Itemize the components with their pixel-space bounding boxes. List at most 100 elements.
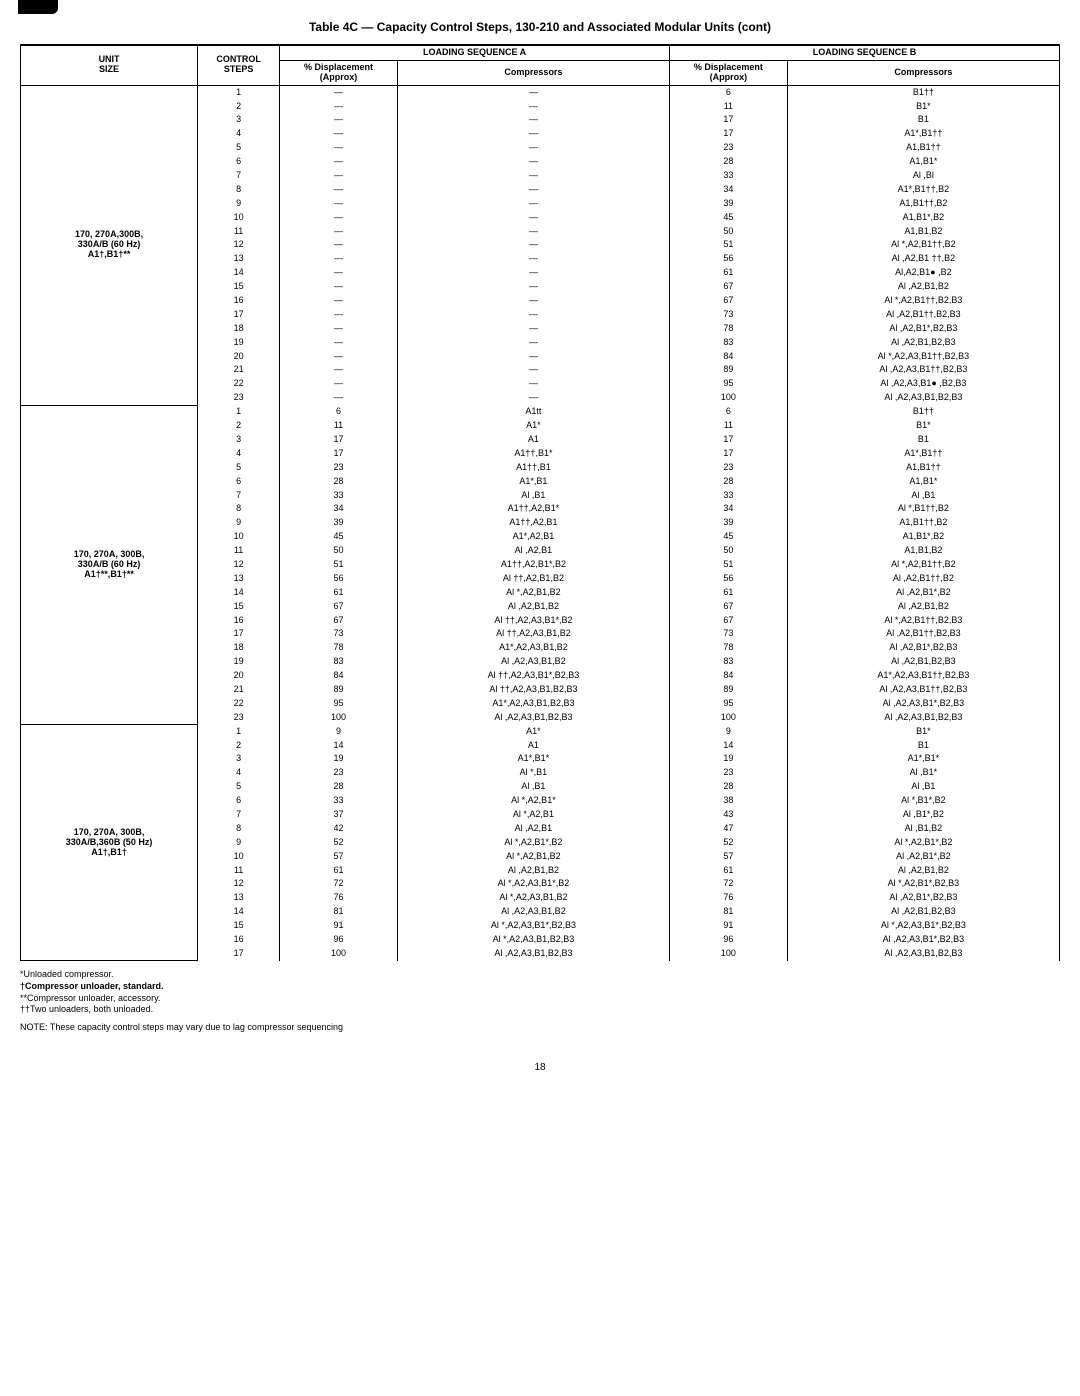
comp-b-cell: Al ,A2,B1,B2,B3 (787, 655, 1059, 669)
comp-a-cell: — (397, 377, 669, 391)
comp-a-cell: Al ,A2,A3,B1,B2 (397, 905, 669, 919)
step-cell: 16 (198, 933, 280, 947)
step-cell: 14 (198, 905, 280, 919)
step-cell: 11 (198, 544, 280, 558)
disp-b-cell: 19 (670, 752, 788, 766)
comp-a-cell: Al ††,A2,A3,B1*,B2,B3 (397, 669, 669, 683)
comp-a-cell: Al ††,A2,A3,B1*,B2 (397, 614, 669, 628)
step-cell: 6 (198, 475, 280, 489)
comp-b-cell: Al ,B1* (787, 766, 1059, 780)
comp-a-cell: — (397, 308, 669, 322)
capacity-table: UNIT SIZE CONTROL STEPS LOADING SEQUENCE… (20, 44, 1060, 961)
comp-a-cell: Al *,A2,A3,B1*,B2,B3 (397, 919, 669, 933)
disp-b-cell: 61 (670, 586, 788, 600)
step-cell: 3 (198, 433, 280, 447)
step-cell: 12 (198, 877, 280, 891)
disp-a-cell: — (280, 322, 398, 336)
disp-b-cell: 89 (670, 683, 788, 697)
comp-a-cell: — (397, 350, 669, 364)
disp-b-cell: 78 (670, 641, 788, 655)
disp-a-cell: — (280, 350, 398, 364)
disp-a-cell: 51 (280, 558, 398, 572)
step-cell: 23 (198, 391, 280, 405)
disp-a-cell: 100 (280, 947, 398, 961)
disp-b-cell: 34 (670, 502, 788, 516)
disp-a-cell: — (280, 85, 398, 99)
comp-a-cell: Al ,A2,B1 (397, 544, 669, 558)
comp-a-cell: Al ,A2,A3,B1,B2,B3 (397, 711, 669, 725)
disp-a-cell: 42 (280, 822, 398, 836)
disp-b-cell: 28 (670, 780, 788, 794)
disp-a-cell: 61 (280, 586, 398, 600)
comp-b-cell: Al ,B1*,B2 (787, 808, 1059, 822)
step-cell: 6 (198, 155, 280, 169)
disp-a-cell: — (280, 155, 398, 169)
comp-b-cell: Al ,A2,B1*,B2 (787, 850, 1059, 864)
step-cell: 8 (198, 502, 280, 516)
disp-b-cell: 6 (670, 85, 788, 99)
disp-b-cell: 83 (670, 336, 788, 350)
comp-a-cell: Al *,A2,B1 (397, 808, 669, 822)
step-cell: 8 (198, 822, 280, 836)
comp-b-cell: Al ,A2,A3,B1*,B2,B3 (787, 933, 1059, 947)
step-cell: 20 (198, 669, 280, 683)
step-cell: 11 (198, 225, 280, 239)
comp-b-cell: Al ,B1 (787, 489, 1059, 503)
disp-a-cell: 28 (280, 780, 398, 794)
comp-a-cell: Al ††,A2,B1,B2 (397, 572, 669, 586)
comp-a-cell: A1††,B1 (397, 461, 669, 475)
comp-a-cell: Al *,A2,B1* (397, 794, 669, 808)
comp-a-cell: A1††,A2,B1 (397, 516, 669, 530)
step-cell: 22 (198, 377, 280, 391)
disp-a-cell: 28 (280, 475, 398, 489)
comp-a-cell: A1* (397, 419, 669, 433)
unit-cell: 170, 270A, 300B, 330A/B,360B (50 Hz) A1†… (21, 725, 198, 961)
disp-a-cell: — (280, 141, 398, 155)
step-cell: 10 (198, 850, 280, 864)
step-cell: 5 (198, 780, 280, 794)
step-cell: 15 (198, 600, 280, 614)
disp-b-cell: 91 (670, 919, 788, 933)
comp-b-cell: A1*,B1†† (787, 447, 1059, 461)
disp-b-cell: 52 (670, 836, 788, 850)
disp-a-cell: 6 (280, 405, 398, 419)
disp-b-cell: 45 (670, 211, 788, 225)
disp-a-cell: 95 (280, 697, 398, 711)
disp-a-cell: 72 (280, 877, 398, 891)
comp-b-cell: Al ,A2,B1,B2,B3 (787, 905, 1059, 919)
disp-b-cell: 11 (670, 419, 788, 433)
disp-a-cell: 19 (280, 752, 398, 766)
disp-b-cell: 33 (670, 489, 788, 503)
disp-a-cell: 73 (280, 627, 398, 641)
disp-a-cell: 37 (280, 808, 398, 822)
disp-a-cell: 67 (280, 600, 398, 614)
disp-a-cell: — (280, 197, 398, 211)
step-cell: 4 (198, 127, 280, 141)
disp-a-cell: 14 (280, 739, 398, 753)
comp-b-cell: Al *,A2,A3,B1*,B2,B3 (787, 919, 1059, 933)
unit-cell: 170, 270A,300B, 330A/B (60 Hz) A1†,B1†** (21, 85, 198, 405)
step-cell: 2 (198, 739, 280, 753)
disp-b-cell: 72 (670, 877, 788, 891)
comp-b-cell: Al ,A2,A3,B1††,B2,B3 (787, 363, 1059, 377)
comp-a-cell: Al *,A2,A3,B1,B2 (397, 891, 669, 905)
step-cell: 13 (198, 252, 280, 266)
page-tab (18, 0, 58, 14)
step-cell: 7 (198, 489, 280, 503)
comp-b-cell: B1* (787, 100, 1059, 114)
comp-b-cell: Al *,A2,B1††,B2 (787, 238, 1059, 252)
hdr-disp-b: % Displacement (Approx) (670, 60, 788, 85)
disp-a-cell: — (280, 169, 398, 183)
hdr-seq-b: LOADING SEQUENCE B (670, 45, 1060, 60)
comp-a-cell: — (397, 322, 669, 336)
disp-b-cell: 17 (670, 113, 788, 127)
comp-b-cell: Al *,A2,B1*,B2,B3 (787, 877, 1059, 891)
disp-a-cell: 96 (280, 933, 398, 947)
disp-a-cell: — (280, 308, 398, 322)
comp-b-cell: Al *,A2,B1††,B2 (787, 558, 1059, 572)
comp-a-cell: Al ,A2,B1,B2 (397, 600, 669, 614)
step-cell: 1 (198, 85, 280, 99)
comp-b-cell: Al ,A2,B1 ††,B2 (787, 252, 1059, 266)
comp-a-cell: — (397, 85, 669, 99)
step-cell: 5 (198, 461, 280, 475)
